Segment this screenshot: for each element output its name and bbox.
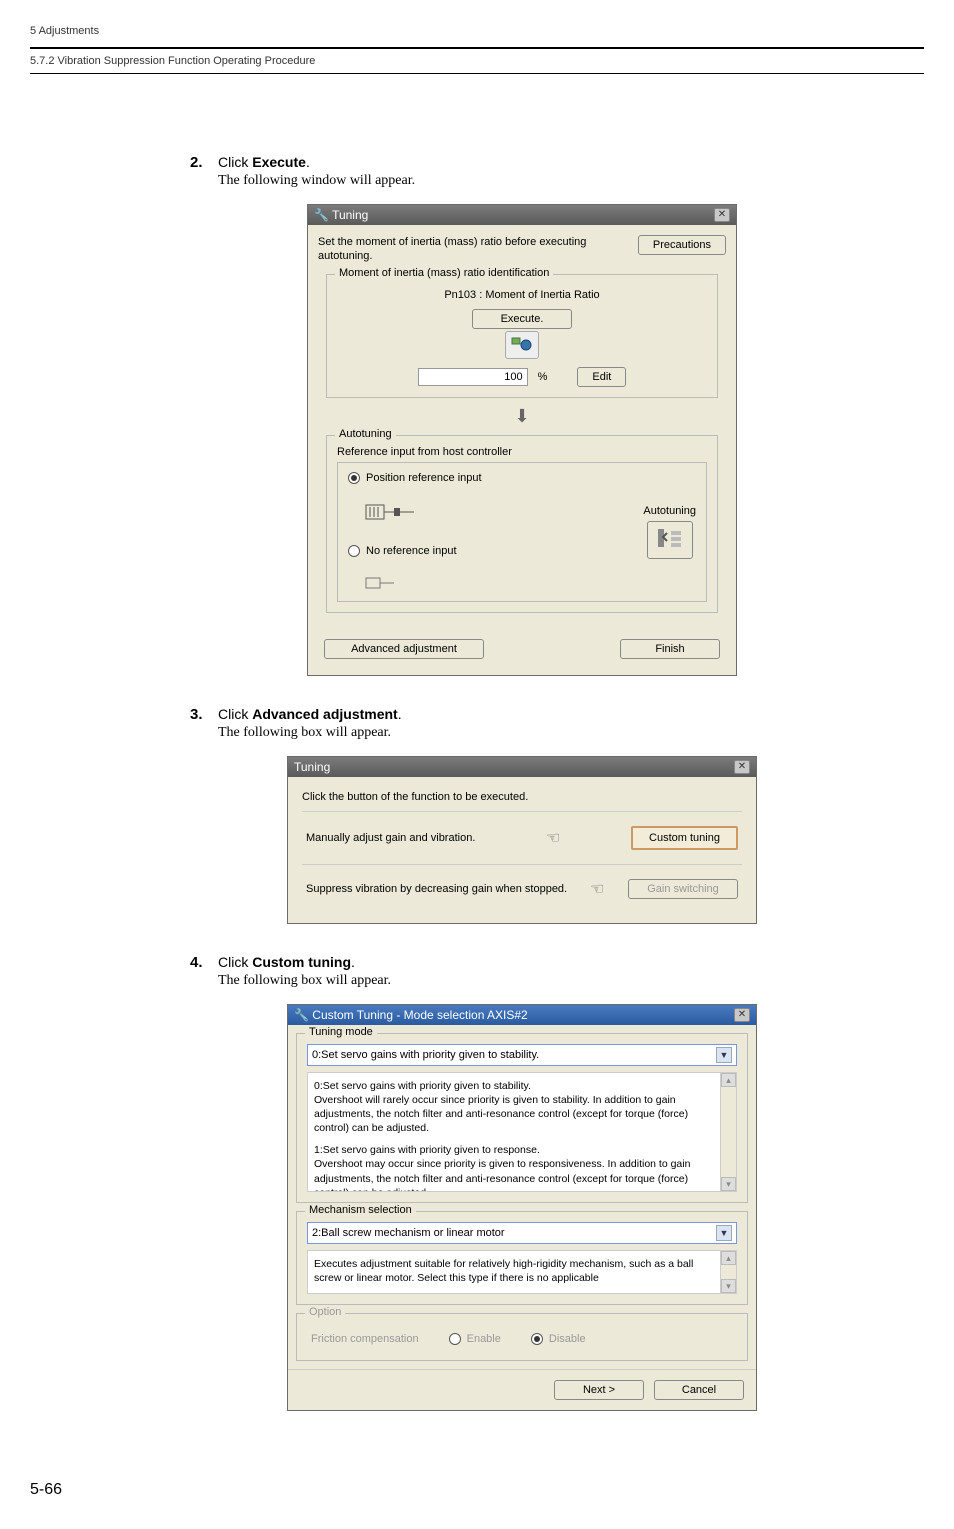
percent-label: % bbox=[538, 371, 548, 383]
autotuning-label: Autotuning bbox=[643, 505, 696, 517]
finish-button[interactable]: Finish bbox=[620, 639, 720, 659]
radio-enable: Enable bbox=[449, 1333, 501, 1345]
friction-compensation-row: Friction compensation Enable Disable bbox=[311, 1330, 733, 1348]
row-label: Suppress vibration by decreasing gain wh… bbox=[306, 883, 567, 895]
header-rule-main bbox=[30, 47, 924, 49]
text: Click bbox=[218, 706, 252, 722]
autotune-icon bbox=[655, 525, 685, 551]
step-number: 3. bbox=[190, 706, 218, 723]
step-3: 3. Click Advanced adjustment. bbox=[190, 706, 854, 723]
dialog-title: 🔧 Custom Tuning - Mode selection AXIS#2 bbox=[294, 1008, 528, 1022]
pn103-label: Pn103 : Moment of Inertia Ratio bbox=[337, 285, 707, 301]
step-instruction: Click Advanced adjustment. bbox=[218, 706, 402, 722]
radio-dot-icon bbox=[348, 545, 360, 557]
inertia-value-input[interactable]: 100 bbox=[418, 368, 528, 386]
select-value: 0:Set servo gains with priority given to… bbox=[312, 1049, 539, 1061]
text: . bbox=[398, 706, 402, 722]
tuning-mode-description: 0:Set servo gains with priority given to… bbox=[307, 1072, 737, 1192]
radio-dot-icon bbox=[449, 1333, 461, 1345]
tuning-dialog: 🔧 Tuning ✕ Set the moment of inertia (ma… bbox=[307, 204, 737, 676]
text-bold: Custom tuning bbox=[252, 954, 351, 970]
tuning-mode-select[interactable]: 0:Set servo gains with priority given to… bbox=[307, 1044, 737, 1066]
next-button[interactable]: Next > bbox=[554, 1380, 644, 1400]
radio-label: Position reference input bbox=[366, 472, 482, 484]
hand-right-icon: ☞ bbox=[546, 828, 560, 848]
row-label: Manually adjust gain and vibration. bbox=[306, 832, 475, 844]
cancel-button[interactable]: Cancel bbox=[654, 1380, 744, 1400]
execute-icon bbox=[505, 331, 539, 359]
group-tuning-mode-title: Tuning mode bbox=[305, 1026, 377, 1038]
group-option-title: Option bbox=[305, 1306, 345, 1318]
function-row-custom-tuning: Manually adjust gain and vibration. ☞ Cu… bbox=[302, 811, 742, 864]
close-icon[interactable]: ✕ bbox=[734, 760, 750, 774]
step-instruction: Click Custom tuning. bbox=[218, 954, 355, 970]
radio-dot-icon bbox=[348, 472, 360, 484]
dialog-title: Tuning bbox=[294, 760, 330, 774]
close-icon[interactable]: ✕ bbox=[734, 1008, 750, 1022]
step-number: 4. bbox=[190, 954, 218, 971]
mechanism-select[interactable]: 2:Ball screw mechanism or linear motor ▼ bbox=[307, 1222, 737, 1244]
no-ref-icon bbox=[364, 574, 482, 595]
group-autotuning-title: Autotuning bbox=[335, 428, 396, 440]
text: Click bbox=[218, 954, 252, 970]
radio-label: Enable bbox=[467, 1333, 501, 1345]
friction-label: Friction compensation bbox=[311, 1333, 419, 1345]
group-mechanism-title: Mechanism selection bbox=[305, 1204, 416, 1216]
radio-label: No reference input bbox=[366, 545, 457, 557]
position-ref-icon bbox=[364, 501, 482, 528]
chapter-label: 5 Adjustments bbox=[0, 0, 954, 45]
radio-position-reference[interactable]: Position reference input bbox=[348, 472, 482, 484]
down-arrow-icon: ⬇ bbox=[318, 406, 726, 427]
autotuning-button[interactable] bbox=[647, 521, 693, 559]
step-instruction: Click Execute. bbox=[218, 154, 310, 170]
step-4: 4. Click Custom tuning. bbox=[190, 954, 854, 971]
text: Click bbox=[218, 154, 252, 170]
text-bold: Advanced adjustment bbox=[252, 706, 397, 722]
gain-switching-button: Gain switching bbox=[628, 879, 738, 899]
radio-dot-icon bbox=[531, 1333, 543, 1345]
reference-label: Reference input from host controller bbox=[337, 446, 707, 458]
step-subtext: The following box will appear. bbox=[218, 973, 854, 989]
hand-right-icon: ☞ bbox=[590, 879, 604, 899]
text: . bbox=[351, 954, 355, 970]
advanced-adjustment-button[interactable]: Advanced adjustment bbox=[324, 639, 484, 659]
group-inertia-title: Moment of inertia (mass) ratio identific… bbox=[335, 267, 553, 279]
set-moment-text: Set the moment of inertia (mass) ratio b… bbox=[318, 235, 588, 264]
scrollbar[interactable]: ▴▾ bbox=[720, 1251, 736, 1293]
custom-tuning-button[interactable]: Custom tuning bbox=[631, 826, 738, 850]
dialog-titlebar: Tuning ✕ bbox=[288, 757, 756, 777]
step-number: 2. bbox=[190, 154, 218, 171]
close-icon[interactable]: ✕ bbox=[714, 208, 730, 222]
chevron-down-icon: ▼ bbox=[716, 1047, 732, 1063]
section-label: 5.7.2 Vibration Suppression Function Ope… bbox=[30, 55, 924, 67]
tuning-function-dialog: Tuning ✕ Click the button of the functio… bbox=[287, 756, 757, 924]
step-subtext: The following box will appear. bbox=[218, 725, 854, 741]
radio-disable: Disable bbox=[531, 1333, 586, 1345]
dialog-titlebar: 🔧 Custom Tuning - Mode selection AXIS#2 … bbox=[288, 1005, 756, 1025]
dialog-prompt: Click the button of the function to be e… bbox=[302, 787, 742, 811]
radio-label: Disable bbox=[549, 1333, 586, 1345]
mechanism-description: Executes adjustment suitable for relativ… bbox=[307, 1250, 737, 1294]
step-2: 2. Click Execute. bbox=[190, 154, 854, 171]
execute-button[interactable]: Execute. bbox=[472, 309, 572, 329]
select-value: 2:Ball screw mechanism or linear motor bbox=[312, 1227, 505, 1239]
dialog-title: 🔧 Tuning bbox=[314, 208, 368, 222]
function-row-gain-switching: Suppress vibration by decreasing gain wh… bbox=[302, 864, 742, 913]
page-number: 5-66 bbox=[0, 1441, 954, 1529]
dialog-titlebar: 🔧 Tuning ✕ bbox=[308, 205, 736, 225]
precautions-button[interactable]: Precautions bbox=[638, 235, 726, 255]
desc-text: Executes adjustment suitable for relativ… bbox=[314, 1257, 730, 1285]
edit-button[interactable]: Edit bbox=[577, 367, 626, 387]
desc-p2: 1:Set servo gains with priority given to… bbox=[314, 1143, 712, 1191]
step-subtext: The following window will appear. bbox=[218, 173, 854, 189]
text: . bbox=[306, 154, 310, 170]
desc-p1: 0:Set servo gains with priority given to… bbox=[314, 1079, 712, 1136]
scrollbar[interactable]: ▴▾ bbox=[720, 1073, 736, 1191]
radio-no-reference[interactable]: No reference input bbox=[348, 545, 482, 557]
text-bold: Execute bbox=[252, 154, 306, 170]
chevron-down-icon: ▼ bbox=[716, 1225, 732, 1241]
